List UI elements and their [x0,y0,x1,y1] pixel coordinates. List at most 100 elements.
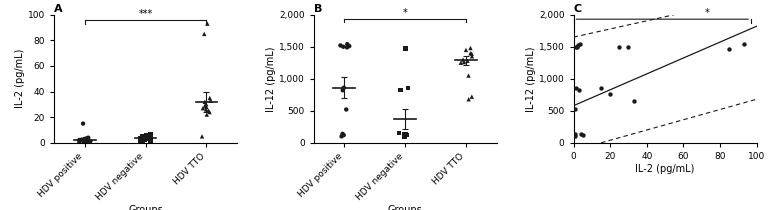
Point [571,46,584,49]
Point [398,135,411,138]
Point [196,135,208,138]
Point [460,48,472,52]
Point [81,140,93,143]
Point [595,86,608,89]
Point [337,133,350,137]
Point [394,89,407,92]
Point [393,131,405,135]
Point [79,139,91,143]
Point [340,46,353,49]
Text: B: B [314,4,322,14]
X-axis label: IL-2 (pg/mL): IL-2 (pg/mL) [635,164,695,174]
Point [461,59,473,63]
Point [136,135,148,138]
Point [343,44,355,48]
Point [574,42,586,46]
Point [577,133,589,137]
Point [134,140,147,144]
Point [464,46,476,50]
Point [77,122,90,125]
Text: C: C [574,4,582,14]
Point [202,109,215,113]
X-axis label: Groups: Groups [128,205,163,210]
Point [466,95,478,98]
Point [203,110,215,114]
Point [337,86,350,89]
Point [337,45,350,48]
Point [200,105,212,109]
Point [198,32,211,35]
Point [466,55,478,58]
Point [79,139,91,142]
Point [455,61,467,64]
Point [198,100,211,104]
Point [201,113,213,116]
Point [78,140,90,143]
Point [76,138,88,141]
Point [73,138,86,142]
Point [569,132,581,135]
Point [140,133,152,137]
Point [144,139,157,143]
Point [136,139,148,142]
Point [200,108,212,111]
Y-axis label: IL-12 (pg/mL): IL-12 (pg/mL) [526,46,536,112]
Point [462,98,475,101]
Point [458,60,470,64]
Point [337,132,349,135]
Point [205,99,217,102]
Point [569,135,581,138]
Text: A: A [54,4,63,14]
Point [457,58,469,61]
Point [464,51,476,55]
Point [334,44,347,47]
Point [200,103,212,106]
Y-axis label: IL-12 (pg/mL): IL-12 (pg/mL) [266,46,276,112]
Point [568,108,581,111]
Point [574,132,587,135]
Point [204,96,216,100]
Point [622,45,635,48]
Point [144,137,157,141]
X-axis label: Groups: Groups [388,205,423,210]
Point [570,86,582,89]
Point [144,132,157,135]
Text: *: * [704,8,709,18]
Point [145,135,157,139]
Point [399,47,411,50]
Point [335,135,347,138]
Y-axis label: IL-2 (pg/mL): IL-2 (pg/mL) [15,49,25,108]
Point [737,42,750,45]
Point [198,104,211,107]
Point [401,133,413,137]
Point [399,133,411,136]
Point [201,22,214,25]
Text: ***: *** [138,9,153,19]
Point [571,45,583,48]
Point [466,52,478,55]
Point [401,86,414,89]
Point [137,140,149,143]
Point [568,133,581,137]
Point [80,137,93,140]
Point [82,136,94,139]
Point [337,89,349,92]
Point [723,48,735,51]
Point [628,99,640,102]
Point [613,45,625,48]
Point [139,138,151,141]
Point [84,140,96,143]
Point [462,74,475,77]
Point [78,137,90,141]
Point [141,136,153,139]
Point [604,92,616,96]
Point [398,134,411,137]
Point [73,141,86,144]
Point [572,44,584,47]
Point [398,132,411,135]
Point [340,108,352,111]
Point [573,89,585,92]
Point [341,42,354,46]
Point [134,137,146,140]
Point [82,140,94,144]
